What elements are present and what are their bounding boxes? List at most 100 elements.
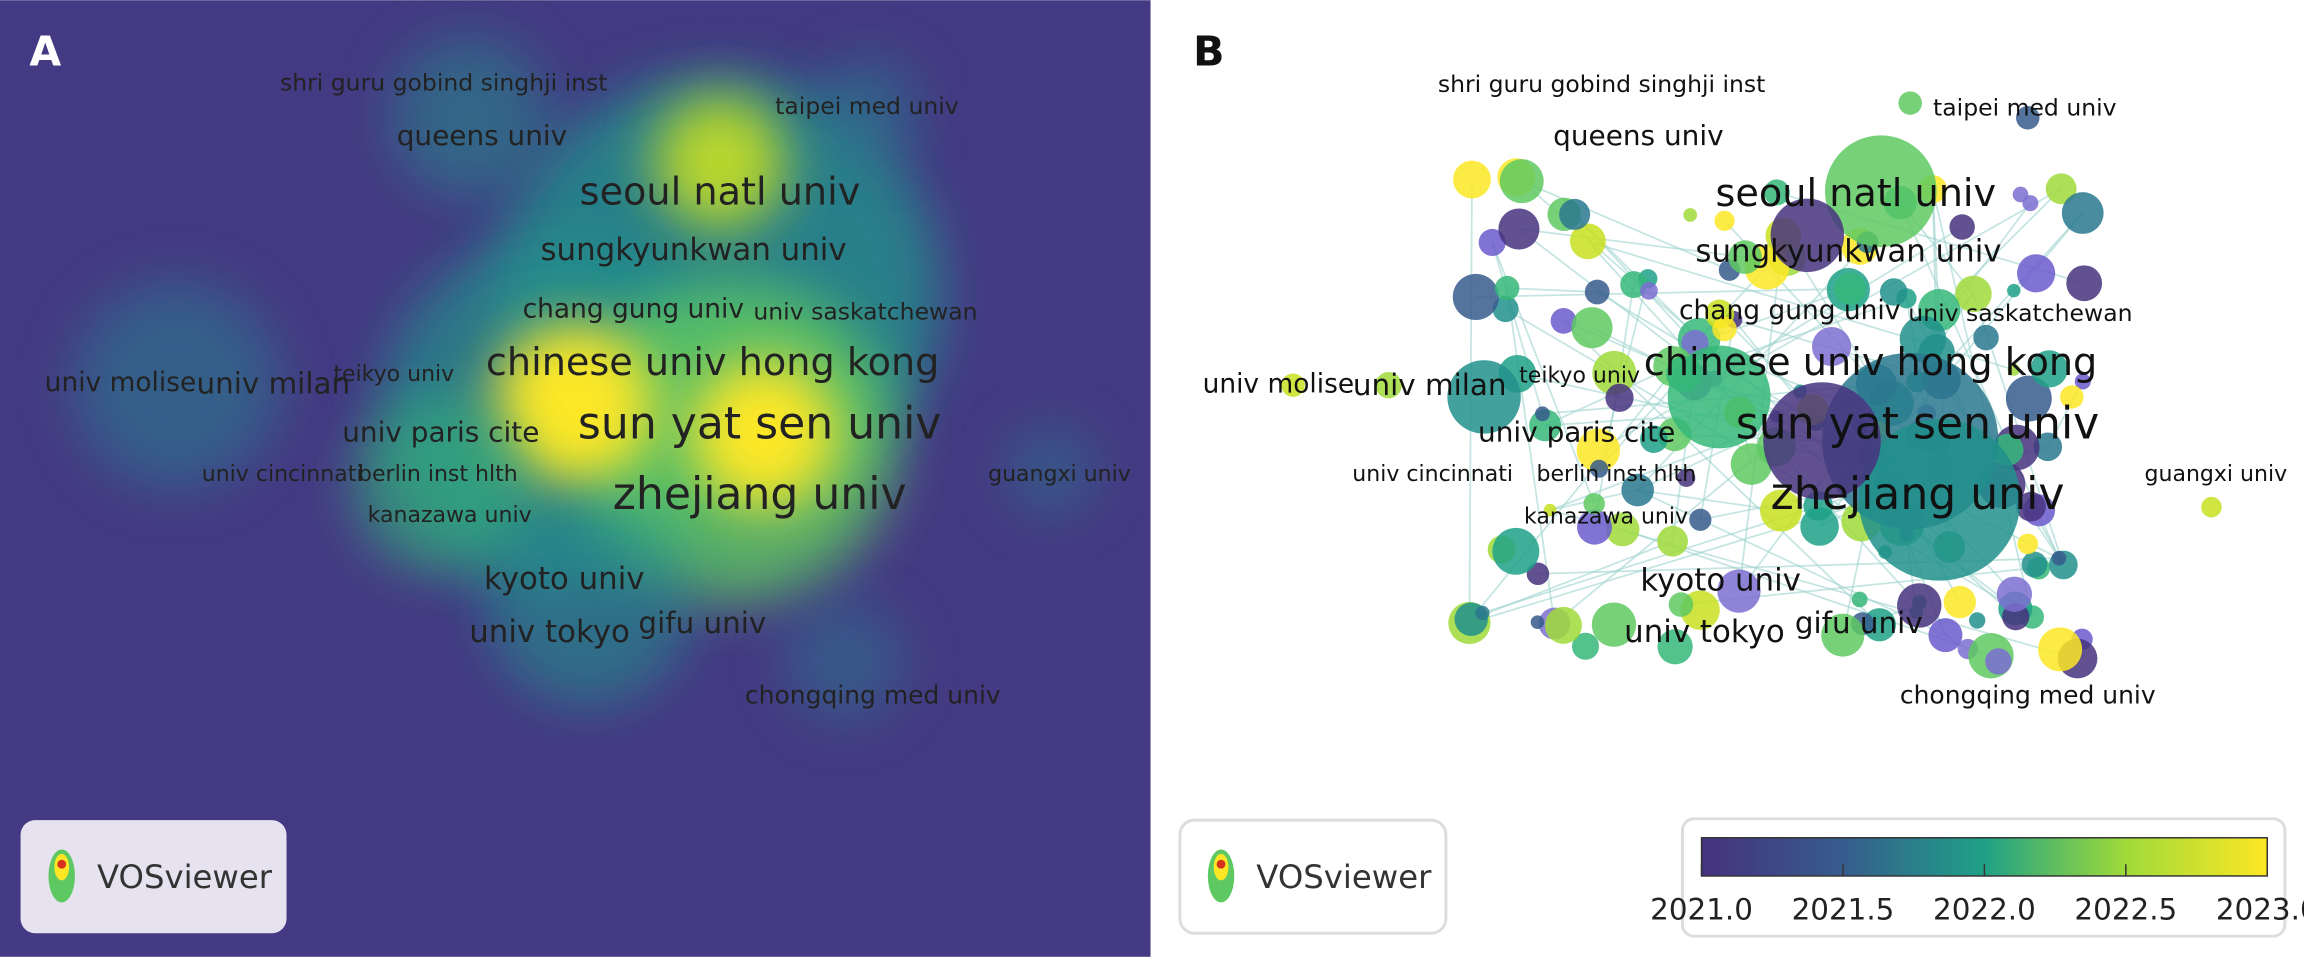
colorbar (1700, 837, 2268, 877)
node-bubble (2051, 550, 2067, 566)
density-blob (690, 360, 838, 508)
logo-box (1178, 818, 1448, 935)
node-bubble (1452, 273, 1499, 321)
node-label: zhejiang univ (613, 469, 907, 520)
node-label: univ saskatchewan (1908, 299, 2132, 327)
node-bubble (2016, 491, 2046, 522)
node-label: univ milan (1353, 368, 1507, 402)
node-bubble (1453, 160, 1491, 199)
density-blob (484, 499, 691, 706)
node-bubble (1657, 525, 1688, 557)
node-bubble (1821, 613, 1865, 657)
node-label: berlin inst hlth (1536, 462, 1696, 487)
node-bubble (1550, 307, 1577, 334)
node-bubble (1800, 507, 1839, 546)
node-bubble (2201, 496, 2222, 518)
edge (1518, 228, 1746, 258)
node-bubble (1770, 198, 1845, 273)
density-blob (73, 282, 280, 489)
edge (1521, 180, 1730, 271)
node-label: chinese univ hong kong (486, 341, 939, 385)
node-label: zhejiang univ (1771, 469, 2065, 520)
panel-label: A (29, 28, 61, 76)
node-bubble (1712, 316, 1737, 342)
node-bubble (1543, 503, 1557, 517)
node-label: queens univ (397, 119, 567, 152)
node-bubble (2007, 363, 2020, 376)
node-bubble (1571, 632, 1599, 660)
node-bubble (1689, 508, 1712, 531)
node-bubble (1763, 179, 1790, 206)
node-bubble (2017, 533, 2039, 555)
node-label: gifu univ (638, 606, 766, 640)
colorbar-tick-label: 2021.5 (1792, 893, 1895, 927)
node-bubble (1955, 275, 1992, 313)
edge (1507, 287, 1598, 293)
node-bubble (1824, 135, 1937, 248)
node-label: chang gung univ (1679, 295, 1900, 326)
node-label: univ cincinnati (202, 462, 363, 487)
node-bubble (1492, 296, 1519, 323)
node-bubble (1973, 324, 1999, 351)
node-bubble (1592, 350, 1637, 395)
node-bubble (1571, 307, 1613, 349)
node-label: teikyo univ (333, 362, 454, 387)
node-bubble (1897, 583, 1942, 628)
node-bubble (2017, 254, 2056, 293)
density-blob (1006, 426, 1095, 515)
node-bubble (2016, 106, 2040, 130)
node-bubble (1605, 512, 1640, 547)
node-bubble (1683, 208, 1698, 222)
edge (1637, 489, 1782, 512)
logo-text: VOSviewer (97, 858, 273, 896)
node-bubble (1667, 345, 1771, 449)
node-bubble (1498, 208, 1540, 250)
node-bubble (1985, 648, 2012, 675)
node-bubble (1569, 223, 1606, 260)
node-label: kanazawa univ (368, 503, 532, 528)
node-label: univ tokyo (469, 614, 630, 650)
node-bubble (1714, 210, 1735, 231)
node-bubble (1591, 602, 1637, 647)
node-label: chongqing med univ (1900, 681, 2156, 710)
node-bubble (1576, 428, 1621, 472)
node-label: taipei med univ (1933, 93, 2117, 121)
panel-label: B (1193, 28, 1224, 76)
density-blob (352, 396, 529, 574)
node-bubble (1943, 585, 1976, 619)
node-bubble (2021, 551, 2048, 578)
colorbar-tick-label: 2023.0 (2216, 893, 2304, 927)
node-bubble (2030, 350, 2068, 388)
node-bubble (2066, 265, 2103, 302)
node-label: sungkyunkwan univ (540, 232, 846, 268)
density-blob (389, 36, 552, 199)
node-bubble (1640, 425, 1668, 453)
node-label: sun yat sen univ (578, 398, 941, 449)
logo-icon (1216, 859, 1226, 869)
node-bubble (1530, 615, 1545, 629)
node-bubble (1590, 459, 1609, 478)
node-label: teikyo univ (1519, 363, 1640, 388)
node-label: sun yat sen univ (1736, 398, 2099, 449)
node-label: berlin inst hlth (358, 462, 518, 487)
node-label: kyoto univ (1640, 563, 1801, 599)
node-label: chang gung univ (523, 294, 744, 325)
colorbar-tick-label: 2021.0 (1650, 893, 1753, 927)
node-bubble (2012, 186, 2029, 203)
network-nodes (1281, 91, 2222, 679)
node-label: univ molise (1203, 369, 1355, 400)
node-bubble (1657, 629, 1693, 665)
node-bubble (1576, 509, 1613, 545)
node-bubble (1621, 473, 1655, 507)
node-label: univ cincinnati (1352, 462, 1513, 487)
node-label: chongqing med univ (745, 681, 1001, 710)
node-bubble (1494, 275, 1520, 301)
node-bubble (1583, 493, 1605, 515)
node-bubble (1535, 406, 1550, 422)
node-bubble (2061, 192, 2104, 234)
density-blob (786, 602, 904, 721)
node-bubble (1478, 228, 1506, 257)
